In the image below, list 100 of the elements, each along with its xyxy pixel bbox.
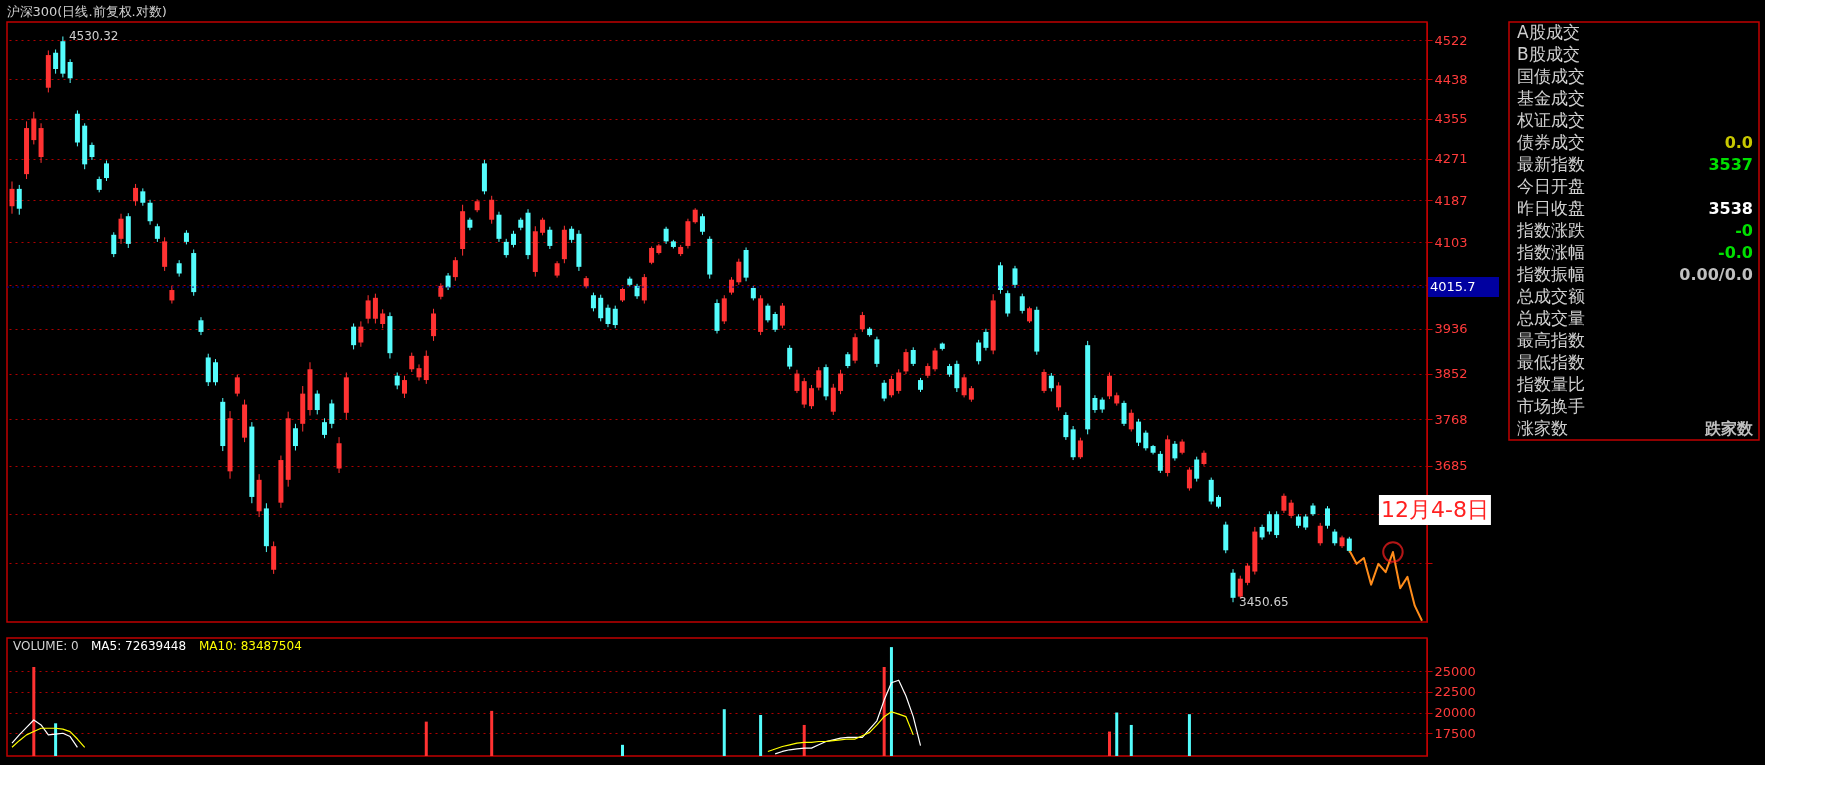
text: 跌家数 bbox=[1705, 419, 1753, 438]
candlestick bbox=[721, 294, 727, 325]
y-tick-label: 4438 bbox=[1434, 71, 1468, 87]
candlestick bbox=[1288, 499, 1294, 519]
candlestick bbox=[547, 226, 553, 250]
candlestick bbox=[1012, 265, 1018, 289]
candlestick bbox=[1136, 418, 1142, 447]
y-tick-label: 22500 bbox=[1434, 684, 1476, 700]
candlestick bbox=[322, 417, 328, 439]
text: -0.0 bbox=[1718, 243, 1753, 262]
candlestick bbox=[605, 304, 611, 328]
candlestick bbox=[801, 377, 807, 409]
candlestick bbox=[976, 339, 982, 365]
candlestick bbox=[431, 308, 437, 342]
category-label: 国债成交 bbox=[1517, 66, 1585, 86]
y-tick-label: 25000 bbox=[1434, 663, 1476, 679]
candlestick bbox=[1208, 477, 1214, 505]
candlestick bbox=[816, 366, 822, 391]
candlestick bbox=[903, 348, 909, 375]
candlestick bbox=[103, 159, 109, 182]
candlestick bbox=[772, 311, 778, 333]
candlestick bbox=[358, 320, 364, 348]
candlestick bbox=[329, 399, 335, 429]
candlestick bbox=[380, 308, 386, 329]
category-label: 最高指数 bbox=[1517, 330, 1585, 350]
candlestick bbox=[1121, 400, 1127, 427]
candlestick bbox=[1274, 510, 1280, 539]
candlestick bbox=[983, 328, 989, 351]
candlestick bbox=[53, 49, 59, 75]
candlestick bbox=[503, 238, 509, 259]
category-label: 指数振幅 bbox=[1516, 264, 1585, 284]
candlestick bbox=[736, 258, 742, 286]
candlestick bbox=[859, 311, 865, 333]
candlestick bbox=[808, 384, 814, 410]
candlestick bbox=[779, 302, 785, 329]
text: MA10: 83487504 bbox=[199, 639, 302, 653]
candlestick bbox=[118, 213, 124, 245]
candlestick bbox=[598, 294, 604, 322]
candlestick bbox=[351, 322, 357, 350]
candlestick bbox=[961, 374, 967, 398]
candlestick bbox=[409, 352, 415, 373]
ref-line-label: 4015.7 bbox=[1430, 279, 1476, 295]
candlestick bbox=[1143, 429, 1149, 452]
y-tick-label: 3936 bbox=[1434, 321, 1468, 337]
chart-title: VOLUME: 0 bbox=[13, 639, 79, 653]
y-tick-label: 4103 bbox=[1434, 234, 1468, 250]
text: -0 bbox=[1735, 221, 1753, 240]
candlestick bbox=[16, 184, 22, 216]
candlestick bbox=[838, 369, 844, 395]
category-label: A股成交 bbox=[1517, 22, 1580, 42]
candlestick bbox=[1106, 371, 1112, 400]
text: 0.0 bbox=[1724, 133, 1753, 152]
candlestick bbox=[292, 423, 298, 452]
candlestick bbox=[932, 347, 938, 372]
candlestick bbox=[213, 358, 219, 386]
candlestick bbox=[612, 305, 618, 329]
candlestick bbox=[1325, 505, 1331, 530]
candlestick bbox=[133, 183, 139, 207]
candlestick bbox=[1056, 381, 1062, 412]
candlestick bbox=[234, 374, 240, 397]
y-tick-label: 4271 bbox=[1434, 151, 1468, 167]
candlestick bbox=[910, 346, 916, 367]
category-label: 昨日收盘 bbox=[1517, 198, 1585, 218]
category-label: 权证成交 bbox=[1516, 110, 1585, 130]
y-tick-label: 20000 bbox=[1434, 705, 1476, 721]
candlestick bbox=[1194, 456, 1200, 483]
candlestick bbox=[641, 273, 647, 305]
candlestick bbox=[401, 375, 407, 399]
category-label: 指数涨跌 bbox=[1516, 220, 1585, 240]
candlestick bbox=[787, 344, 793, 370]
category-label: 今日开盘 bbox=[1517, 176, 1585, 196]
category-label: 基金成交 bbox=[1517, 88, 1585, 108]
candlestick bbox=[67, 58, 73, 84]
candlestick bbox=[31, 111, 37, 145]
candlestick bbox=[271, 541, 277, 575]
category-label: 指数涨幅 bbox=[1516, 242, 1585, 262]
chart-title: 沪深300(日线.前复权.对数) bbox=[6, 4, 167, 19]
candlestick bbox=[372, 293, 378, 324]
candlestick bbox=[1005, 290, 1011, 318]
candlestick bbox=[1077, 437, 1083, 460]
y-tick-label: 4355 bbox=[1434, 111, 1468, 127]
candlestick bbox=[1048, 372, 1054, 392]
y-tick-label: 4522 bbox=[1434, 32, 1468, 48]
candlestick bbox=[888, 375, 894, 398]
candlestick bbox=[1266, 510, 1272, 535]
text: MA5: 72639448 bbox=[91, 639, 187, 653]
category-label: 最低指数 bbox=[1517, 352, 1585, 372]
candlestick bbox=[489, 195, 495, 225]
annotation: 12月4-8日 bbox=[1380, 497, 1489, 523]
category-label: 涨家数 bbox=[1517, 418, 1568, 438]
candlestick bbox=[1128, 408, 1134, 433]
candlestick bbox=[1041, 368, 1047, 394]
annotation: 4530.32 bbox=[68, 29, 119, 44]
candlestick bbox=[111, 231, 117, 258]
text: 3537 bbox=[1708, 155, 1753, 174]
candlestick bbox=[314, 389, 320, 415]
candlestick bbox=[1317, 522, 1323, 547]
candlestick bbox=[147, 199, 153, 226]
candlestick bbox=[896, 368, 902, 395]
annotation: 3450.65 bbox=[1239, 595, 1289, 610]
